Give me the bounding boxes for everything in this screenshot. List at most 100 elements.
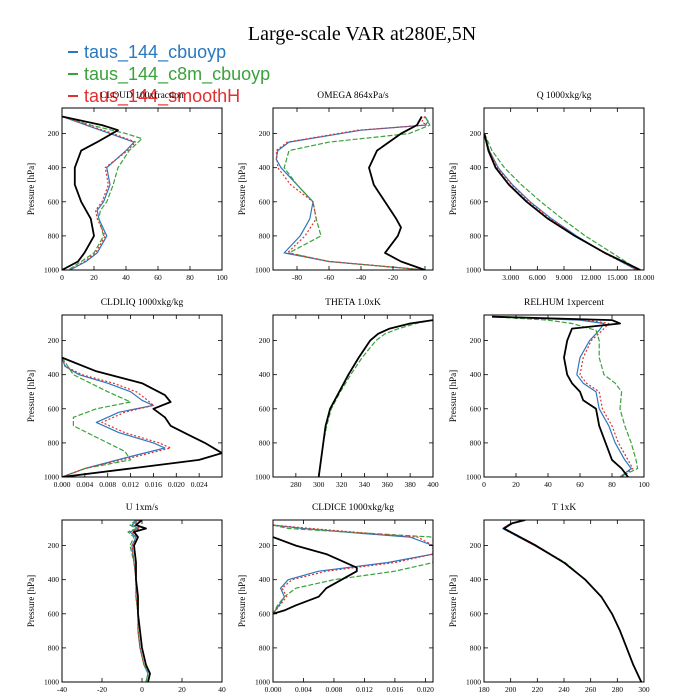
panel-2-series-1 (484, 133, 640, 270)
panel-8-ytick-label: 1000 (466, 678, 481, 687)
panel-6-xtick-label: 40 (218, 685, 226, 694)
panel-6-ytick-label: 200 (48, 541, 60, 550)
panel-3-title: CLDLIQ 1000xkg/kg (101, 298, 184, 308)
panel-1-ytick-label: 200 (259, 129, 271, 138)
panel-5-series-2 (491, 316, 634, 477)
panel-8-xtick-label: 300 (638, 685, 650, 694)
panel-8-series-0 (502, 520, 642, 682)
panel-7-title: CLDICE 1000xkg/kg (312, 503, 394, 513)
panel-3-xtick-label: 0.016 (145, 480, 162, 489)
panel-1-ylabel: Pressure [hPa] (237, 163, 247, 215)
panel-4-series-3 (317, 319, 433, 477)
panel-3-ytick-label: 600 (48, 404, 60, 413)
panel-8-ytick-label: 400 (470, 575, 482, 584)
panel-7-ytick-label: 400 (259, 575, 271, 584)
panel-0-ytick-label: 600 (48, 197, 60, 206)
panel-0-series-2 (62, 115, 137, 270)
panel-2-frame (483, 107, 645, 271)
panel-5-ytick-label: 200 (470, 336, 482, 345)
panel-6-ylabel: Pressure [hPa] (26, 575, 36, 627)
panel-1-series-3 (368, 116, 426, 270)
panel-2-xtick-label: 12.000 (580, 273, 601, 282)
panel-4-ytick-label: 200 (259, 336, 271, 345)
panel-2-ytick-label: 1000 (466, 266, 481, 275)
panel-6-title: U 1xm/s (126, 503, 159, 513)
panel-0-xtick-label: 100 (216, 273, 228, 282)
panel-5-series-1 (491, 316, 639, 477)
panel-2-xtick-label: 15.000 (607, 273, 628, 282)
panel-4-ytick-label: 400 (259, 370, 271, 379)
panel-7-series-1 (273, 524, 433, 615)
panel-4-xtick-label: 360 (382, 480, 394, 489)
panel-7-ytick-label: 200 (259, 541, 271, 550)
panel-8-xtick-label: 220 (532, 685, 544, 694)
panel-8-xtick-label: 280 (612, 685, 624, 694)
panel-0-frame (61, 107, 223, 271)
panel-3-series-2 (62, 357, 172, 477)
panel-1-xtick-label: -80 (292, 273, 302, 282)
panel-1-ytick-label: 600 (259, 197, 271, 206)
panel-7-ylabel: Pressure [hPa] (237, 575, 247, 627)
panel-5-title: RELHUM 1xpercent (524, 298, 604, 308)
legend-label-2: taus_144_smoothH (84, 86, 240, 107)
panel-2-series-0 (484, 133, 638, 270)
panel-6-series-3 (133, 520, 151, 682)
panel-8-series-3 (503, 520, 643, 682)
panel-6-xtick-label: -20 (97, 685, 107, 694)
panel-5-xtick-label: 60 (576, 480, 584, 489)
panel-3-xtick-label: 0.000 (54, 480, 71, 489)
panel-0-series-0 (62, 115, 135, 270)
panel-5-ytick-label: 400 (470, 370, 482, 379)
panel-2-ylabel: Pressure [hPa] (448, 163, 458, 215)
panel-1-xtick-label: -20 (388, 273, 398, 282)
panel-8-xtick-label: 200 (505, 685, 517, 694)
panel-4-xtick-label: 280 (290, 480, 302, 489)
panel-2-ytick-label: 800 (470, 231, 482, 240)
panel-8-ytick-label: 200 (470, 541, 482, 550)
panel-7-xtick-label: 0.000 (265, 685, 282, 694)
panel-8-title: T 1xK (552, 503, 577, 513)
figure-title: Large-scale VAR at280E,5N (248, 23, 476, 45)
panel-2-xtick-label: 18.000 (634, 273, 655, 282)
panel-5-ylabel: Pressure [hPa] (448, 370, 458, 422)
panel-8-xtick-label: 240 (558, 685, 570, 694)
panel-7-frame (272, 519, 434, 683)
panel-6-ytick-label: 400 (48, 575, 60, 584)
panel-0-title: CLOUD 100xfraction (100, 90, 184, 101)
panel-5-ytick-label: 600 (470, 404, 482, 413)
panel-3-frame (61, 314, 223, 478)
panel-0-ytick-label: 200 (48, 129, 60, 138)
panel-4-xtick-label: 380 (405, 480, 417, 489)
panel-4-xtick-label: 320 (336, 480, 348, 489)
panel-8-ytick-label: 600 (470, 609, 482, 618)
panel-0-xtick-label: 40 (122, 273, 130, 282)
panel-1-ytick-label: 400 (259, 163, 271, 172)
panel-2-xtick-label: 9.000 (556, 273, 573, 282)
panel-4: THETA 1.0xK 200 400 600 800 1000 280 300 320 340 3… (255, 298, 439, 489)
panel-3-xtick-label: 0.012 (122, 480, 139, 489)
panel-2-ytick-label: 600 (470, 197, 482, 206)
panel-1-xtick-label: 0 (423, 273, 427, 282)
panel-0-ytick-label: 800 (48, 231, 60, 240)
panel-5-series-3 (491, 315, 629, 477)
panel-2-xtick-label: 6.000 (529, 273, 546, 282)
panel-2-series-3 (484, 133, 641, 270)
panel-7-xtick-label: 0.008 (326, 685, 343, 694)
panel-3-ytick-label: 1000 (44, 473, 59, 482)
panel-0-ytick-label: 400 (48, 163, 60, 172)
panel-1-series-2 (275, 116, 428, 270)
panel-2-title: Q 1000xkg/kg (537, 91, 592, 101)
panel-5-xtick-label: 20 (512, 480, 520, 489)
panel-0-ytick-label: 1000 (44, 266, 59, 275)
panel-3-series-1 (62, 357, 132, 477)
panel-2-xtick-label: 3.000 (502, 273, 519, 282)
panel-7-ytick-label: 1000 (255, 678, 270, 687)
panel-8-ytick-label: 800 (470, 643, 482, 652)
panel-8-frame (483, 519, 645, 683)
panel-6-xtick-label: -40 (57, 685, 67, 694)
